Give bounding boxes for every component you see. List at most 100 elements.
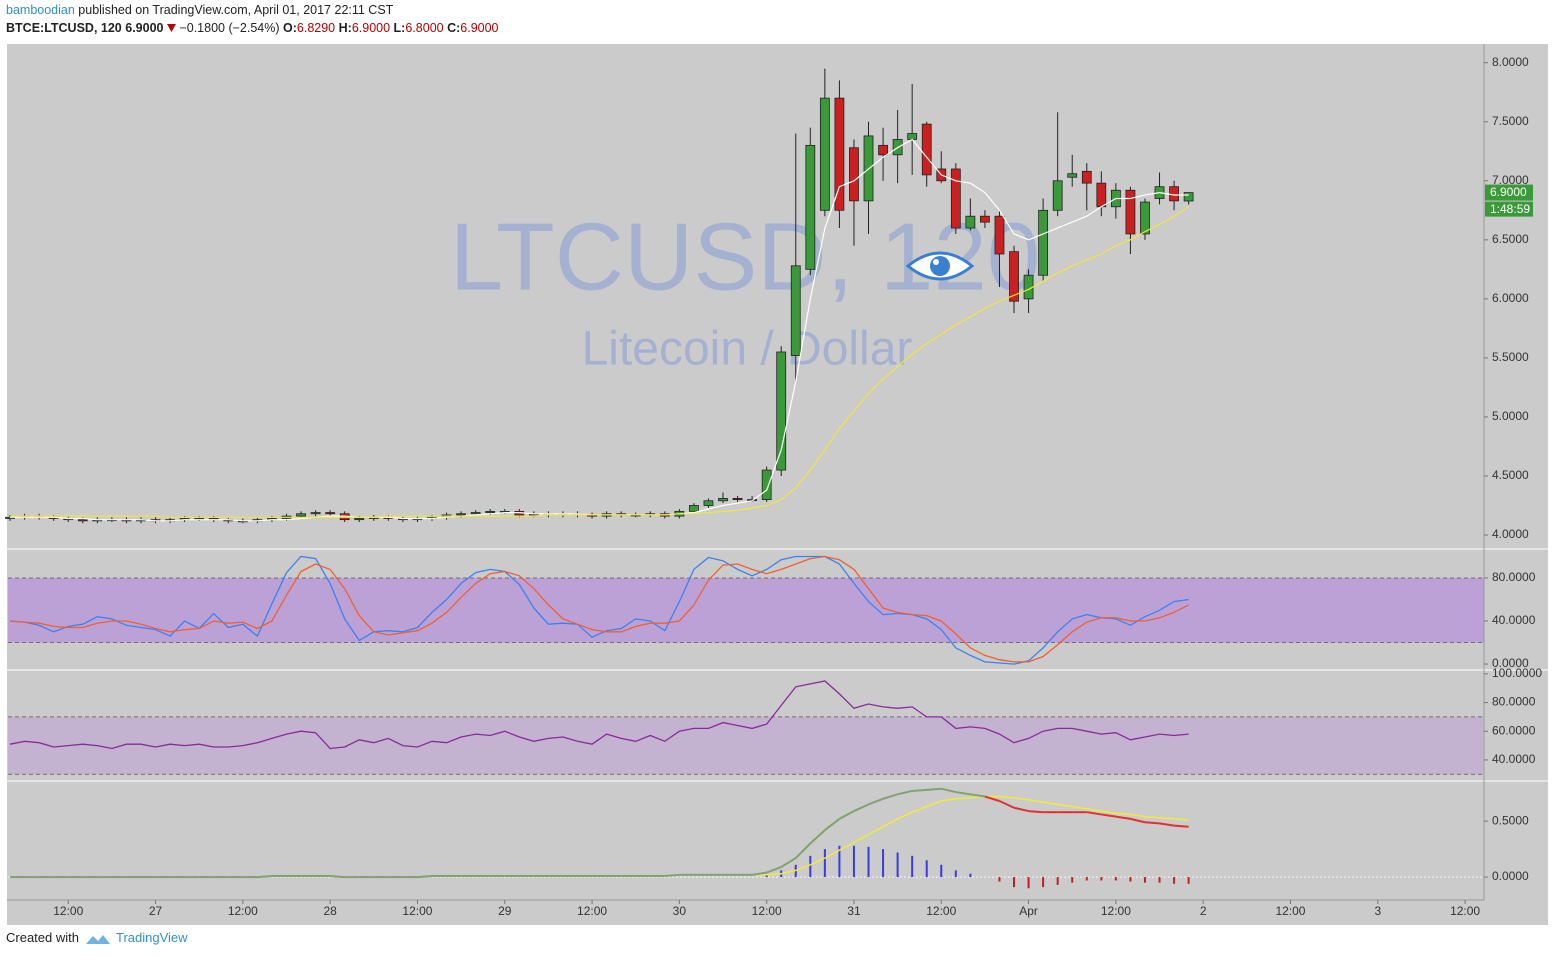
candle-body: [805, 144, 816, 270]
histogram-bar: [809, 855, 812, 878]
macd-segment: [330, 874, 345, 879]
indicator-line: [9, 555, 1189, 665]
histogram-bar: [823, 849, 826, 878]
x-tick-label: 12:00: [228, 904, 258, 918]
ohlc-value: 6.9000: [351, 21, 391, 35]
x-tick-label: 12:00: [926, 904, 956, 918]
macd-segment: [882, 793, 898, 800]
price-tag: 6.9000: [1490, 185, 1527, 199]
indicator-line: [9, 680, 1189, 750]
candle-body: [1169, 186, 1179, 202]
ohlc-value: 6.8000: [405, 21, 444, 35]
y-tick-label: 5.5000: [1492, 350, 1529, 364]
candle-body: [1096, 182, 1107, 208]
ohlc-key: H:: [338, 21, 352, 35]
macd-segment: [926, 787, 942, 791]
candle-body: [761, 469, 772, 500]
brand[interactable]: TradingView: [116, 930, 188, 945]
candle-body: [1009, 251, 1019, 302]
y-tick-label: 8.0000: [1492, 55, 1529, 69]
last-price: 6.9000: [125, 21, 164, 35]
published: published on TradingView.com, April 01, …: [78, 3, 394, 17]
candle-body: [921, 123, 932, 176]
x-tick-label: 12:00: [1275, 904, 1305, 918]
x-tick-label: 12:00: [53, 904, 83, 918]
x-tick-label: 3: [1374, 904, 1381, 918]
histogram-bar: [1042, 877, 1045, 888]
x-tick-label: 12:00: [1450, 904, 1480, 918]
histogram-bar: [1056, 877, 1059, 885]
candle-body: [456, 513, 467, 516]
countdown-bg: [1485, 201, 1533, 217]
y-tick-label: 0.0000: [1492, 869, 1529, 883]
symbol-line: BTCE:LTCUSD, 120 6.9000 −0.1800 (−2.54%)…: [6, 21, 499, 35]
x-tick-label: 12:00: [577, 904, 607, 918]
candle-body: [310, 512, 321, 515]
histogram-bar: [1173, 877, 1176, 884]
histogram-bar: [940, 864, 943, 878]
macd-segment: [1130, 817, 1146, 824]
histogram-bar: [1158, 877, 1161, 883]
y-tick-label: 80.0000: [1492, 695, 1536, 709]
x-tick-label: 29: [498, 904, 512, 918]
candle-body: [790, 265, 801, 356]
y-tick-label: 100.0000: [1492, 666, 1542, 680]
candle-body: [776, 351, 787, 471]
macd-segment: [868, 797, 884, 806]
brand-logo: [85, 934, 110, 944]
candle-body: [296, 513, 306, 517]
y-tick-label: 40.0000: [1492, 752, 1536, 766]
histogram-bar: [911, 855, 914, 878]
price-tag-bg: [1485, 184, 1533, 201]
histogram-bar: [998, 877, 1001, 882]
macd-segment: [1013, 806, 1029, 813]
macd-segment: [912, 788, 927, 792]
y-tick-label: 60.0000: [1492, 723, 1536, 737]
y-tick-label: 4.0000: [1492, 527, 1529, 541]
candle-body: [325, 512, 336, 515]
x-tick-label: 27: [149, 904, 163, 918]
histogram-bar: [852, 845, 855, 878]
macd-segment: [955, 791, 971, 796]
y-tick-label: 4.5000: [1492, 468, 1529, 482]
macd-segment: [780, 857, 797, 868]
candle-body: [354, 518, 365, 521]
eye-icon: [905, 251, 975, 281]
candle-body: [485, 510, 496, 513]
x-tick-label: 2: [1200, 904, 1207, 918]
candle-body: [470, 512, 481, 515]
down-arrow: [166, 24, 176, 32]
candle-body: [1067, 173, 1078, 178]
candle-body: [907, 133, 918, 140]
histogram-bar: [867, 846, 870, 878]
macd-segment: [1028, 810, 1044, 814]
histogram-bar: [1085, 877, 1088, 881]
ohlc-key: C:: [447, 21, 461, 35]
y-tick-label: 7.5000: [1492, 114, 1529, 128]
watermark-subtitle: Litecoin / Dollar: [582, 323, 913, 376]
y-tick-label: 6.5000: [1492, 232, 1529, 246]
y-tick-label: 0.5000: [1492, 813, 1529, 827]
candle-body: [718, 498, 728, 502]
candle-body: [980, 215, 990, 223]
candle-body: [819, 97, 830, 211]
change: −0.1800 (−2.54%): [179, 21, 280, 35]
macd-segment: [1115, 815, 1131, 820]
x-tick-label: 31: [847, 904, 861, 918]
candle-body: [1140, 201, 1150, 235]
candle-body: [1081, 170, 1092, 184]
histogram-bar: [1071, 877, 1074, 883]
macd-segment: [1144, 821, 1160, 825]
candle-body: [1125, 189, 1136, 235]
x-tick-label: 12:00: [402, 904, 432, 918]
author[interactable]: bamboodian: [6, 3, 75, 17]
candle-body: [965, 215, 976, 229]
ohlc-key: O:: [283, 21, 297, 35]
macd-segment: [970, 793, 986, 798]
x-tick-label: Apr: [1019, 904, 1038, 918]
histogram-bar: [925, 860, 928, 878]
histogram-bar: [954, 870, 957, 878]
macd-segment: [1101, 813, 1117, 818]
ohlc-value: 6.8290: [296, 21, 336, 35]
publish-line: bamboodian published on TradingView.com,…: [6, 3, 393, 17]
